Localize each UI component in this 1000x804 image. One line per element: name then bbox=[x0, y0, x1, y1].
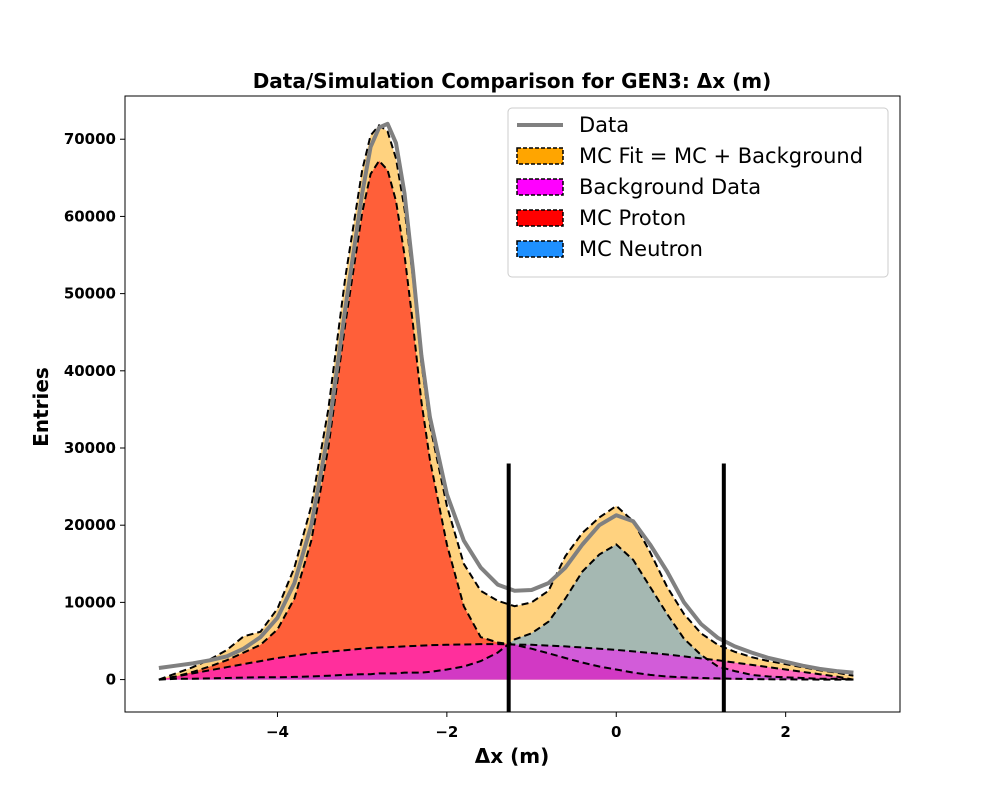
y-tick-label: 60000 bbox=[64, 207, 116, 225]
y-tick-label: 20000 bbox=[64, 516, 116, 534]
y-tick-label: 50000 bbox=[64, 285, 116, 303]
legend-handle-mc-neutron bbox=[516, 240, 564, 258]
area-background-data bbox=[158, 644, 854, 680]
legend-handle-background-data bbox=[516, 178, 564, 196]
legend-label-mc-fit-mc-background: MC Fit = MC + Background bbox=[579, 144, 863, 168]
plot-area bbox=[158, 121, 854, 712]
x-tick-label: 2 bbox=[780, 723, 790, 741]
y-tick-label: 10000 bbox=[64, 593, 116, 611]
x-tick-label: 0 bbox=[611, 723, 621, 741]
outline-mc-fit-mc-background bbox=[158, 123, 854, 681]
area-mc-proton bbox=[158, 160, 854, 680]
y-tick-label: 40000 bbox=[64, 362, 116, 380]
x-tick-label: −2 bbox=[435, 723, 458, 741]
axes-frame bbox=[124, 95, 901, 713]
legend-label-background-data: Background Data bbox=[579, 175, 761, 199]
area-mc-neutron bbox=[158, 544, 854, 680]
line-data bbox=[158, 121, 854, 675]
axes: −4 −2 0 2 0 10000 20000 30000 40000 50000 60000 700… bbox=[64, 95, 901, 741]
outline-mc-proton bbox=[158, 159, 854, 681]
legend-label-mc-neutron: MC Neutron bbox=[579, 237, 703, 261]
x-axis-label: Δx (m) bbox=[475, 744, 549, 768]
legend-handle-mc-proton bbox=[516, 209, 564, 227]
legend-handle-mc-fit-mc-background bbox=[516, 147, 564, 165]
y-tick-label: 30000 bbox=[64, 439, 116, 457]
legend-box bbox=[507, 107, 889, 278]
y-tick-label: 70000 bbox=[64, 130, 116, 148]
legend-label-mc-proton: MC Proton bbox=[579, 206, 686, 230]
legend-label-data: Data bbox=[579, 113, 629, 137]
y-tick-label: 0 bbox=[106, 671, 116, 689]
x-tick-label: −4 bbox=[266, 723, 289, 741]
chart-title: Data/Simulation Comparison for GEN3: Δx … bbox=[253, 69, 772, 93]
y-axis-label: Entries bbox=[29, 367, 53, 447]
legend: Data MC Fit = MC + Background Background D… bbox=[507, 107, 889, 278]
outline-mc-neutron bbox=[158, 543, 854, 681]
